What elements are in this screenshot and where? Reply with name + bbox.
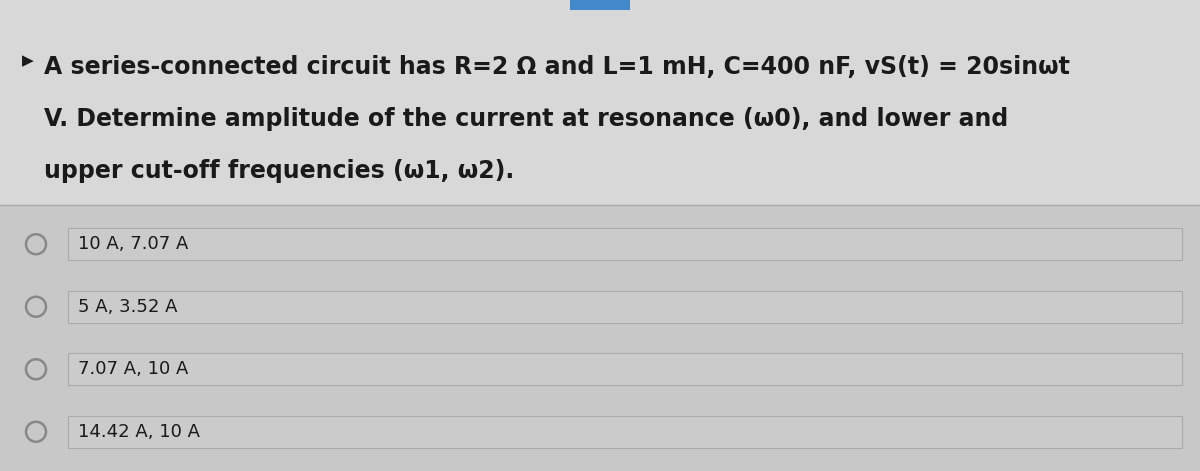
FancyBboxPatch shape — [0, 0, 1200, 205]
FancyBboxPatch shape — [68, 228, 1182, 260]
Text: upper cut-off frequencies (ω1, ω2).: upper cut-off frequencies (ω1, ω2). — [44, 159, 515, 183]
Text: 10 A, 7.07 A: 10 A, 7.07 A — [78, 235, 188, 253]
Text: 7.07 A, 10 A: 7.07 A, 10 A — [78, 360, 188, 378]
Text: 14.42 A, 10 A: 14.42 A, 10 A — [78, 423, 200, 441]
FancyBboxPatch shape — [570, 0, 630, 10]
Text: A series-connected circuit has R=2 Ω and L=1 mH, C=400 nF, vS(t) = 20sinωt: A series-connected circuit has R=2 Ω and… — [44, 55, 1070, 79]
FancyBboxPatch shape — [68, 291, 1182, 323]
Text: V. Determine amplitude of the current at resonance (ω0), and lower and: V. Determine amplitude of the current at… — [44, 107, 1008, 131]
Text: 5 A, 3.52 A: 5 A, 3.52 A — [78, 298, 178, 316]
Text: ▶: ▶ — [22, 53, 34, 68]
FancyBboxPatch shape — [68, 416, 1182, 448]
FancyBboxPatch shape — [68, 353, 1182, 385]
